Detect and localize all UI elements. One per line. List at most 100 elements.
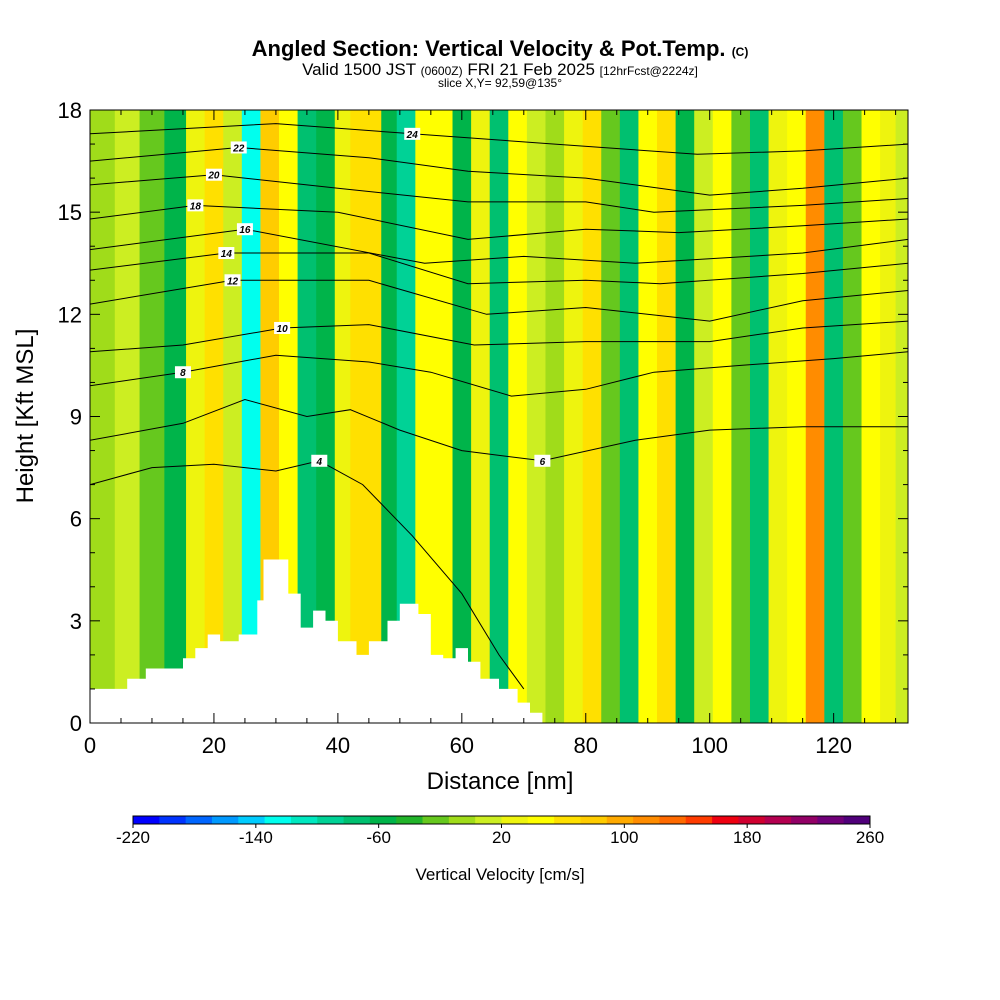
- x-tick-label: 0: [84, 733, 96, 758]
- velocity-column: [787, 110, 807, 723]
- velocity-column: [601, 110, 621, 723]
- theta-contour-24: [90, 123, 908, 155]
- contour-label-bg: [230, 141, 247, 154]
- colorbar-tick-label: 260: [856, 828, 884, 847]
- velocity-column: [508, 110, 528, 723]
- velocity-column: [675, 110, 695, 723]
- contour-label: 4: [316, 457, 323, 468]
- y-tick-label: 18: [58, 98, 82, 123]
- velocity-column: [381, 110, 398, 723]
- y-tick-label: 9: [70, 405, 82, 430]
- colorbar-tick-label: 20: [492, 828, 511, 847]
- velocity-column: [712, 110, 732, 723]
- contour-label-bg: [274, 321, 291, 334]
- y-axis-title: Height [Kft MSL]: [12, 329, 39, 504]
- colorbar-swatch: [606, 816, 634, 824]
- velocity-column: [452, 110, 472, 723]
- colorbar-swatch: [633, 816, 660, 824]
- velocity-column: [223, 110, 243, 723]
- contour-label-bg: [218, 247, 235, 260]
- velocity-column: [489, 110, 509, 723]
- colorbar-swatch: [659, 816, 687, 824]
- theta-contour-6: [90, 398, 908, 462]
- velocity-column: [749, 110, 770, 723]
- y-tick-label: 3: [70, 609, 82, 634]
- colorbar-swatch: [133, 816, 160, 824]
- chart-subtitle: Valid 1500 JST (0600Z) FRI 21 Feb 2025 […: [302, 60, 698, 79]
- colorbar-swatch: [448, 816, 476, 824]
- colorbar-title: Vertical Velocity [cm/s]: [415, 865, 584, 884]
- slice-info: slice X,Y= 92,59@135°: [437, 76, 563, 90]
- velocity-column: [805, 110, 825, 723]
- theta-contour-22: [90, 146, 908, 196]
- velocity-column: [880, 110, 897, 723]
- axes: 0 20 40 60 80 100 120 0 3 6 9 12 15 18: [58, 98, 908, 758]
- chart-title: Angled Section: Vertical Velocity & Pot.…: [251, 36, 749, 61]
- velocity-column: [619, 110, 640, 723]
- colorbar-swatch: [843, 816, 871, 824]
- x-tick-label: 100: [691, 733, 728, 758]
- colorbar-swatch: [369, 816, 397, 824]
- y-tick-label: 6: [70, 507, 82, 532]
- contour-label: 24: [406, 130, 419, 141]
- velocity-column: [861, 110, 881, 723]
- x-tick-label: 80: [574, 733, 598, 758]
- y-tick-label: 0: [70, 711, 82, 736]
- theta-contour-18: [90, 204, 908, 240]
- contour-label: 10: [277, 324, 289, 335]
- contour-label: 18: [190, 201, 202, 212]
- colorbar-swatch: [738, 816, 766, 824]
- velocity-column: [186, 110, 206, 723]
- colorbar-swatch: [501, 816, 529, 824]
- colorbar-tick-label: 100: [610, 828, 638, 847]
- x-tick-label: 40: [326, 733, 350, 758]
- velocity-column: [526, 110, 547, 723]
- velocity-column: [204, 110, 224, 723]
- velocity-column: [768, 110, 788, 723]
- colorbar-swatch: [527, 816, 555, 824]
- colorbar-swatch: [343, 816, 371, 824]
- theta-contour-4: [90, 460, 525, 690]
- velocity-column: [114, 110, 141, 723]
- velocity-column: [731, 110, 751, 723]
- colorbar-swatch: [185, 816, 213, 824]
- contour-label-bg: [404, 127, 421, 140]
- colorbar-swatch: [317, 816, 344, 824]
- colorbar-swatch: [791, 816, 818, 824]
- colorbar-tick-label: -140: [239, 828, 273, 847]
- pot-temp-contours: 4 6 8 10 12 14 16 18 20 22 24: [90, 123, 908, 690]
- contour-label: 16: [239, 225, 251, 236]
- colorbar-swatch: [475, 816, 502, 824]
- velocity-column: [241, 110, 262, 723]
- velocity-column: [842, 110, 863, 723]
- theta-contour-20: [90, 174, 908, 213]
- contour-label-bg: [187, 199, 204, 212]
- colorbar-tick-label: -60: [366, 828, 391, 847]
- terrain: [90, 559, 908, 723]
- contour-label: 6: [540, 457, 546, 468]
- velocity-column: [316, 110, 336, 723]
- colorbar-swatch: [396, 816, 423, 824]
- x-tick-label: 120: [815, 733, 852, 758]
- velocity-column: [139, 110, 165, 723]
- y-tick-label: 12: [58, 302, 82, 327]
- velocity-column: [334, 110, 351, 723]
- colorbar-tick-label: 180: [733, 828, 761, 847]
- colorbar-swatch: [159, 816, 187, 824]
- contour-label-bg: [236, 223, 253, 236]
- velocity-column: [564, 110, 584, 723]
- contour-label: 20: [207, 171, 220, 182]
- x-axis-title: Distance [nm]: [427, 768, 574, 795]
- y-tick-label: 15: [58, 200, 82, 225]
- theta-contour-14: [90, 252, 908, 285]
- colorbar-swatch: [764, 816, 792, 824]
- theta-contour-12: [90, 279, 908, 322]
- terrain-shape: [90, 559, 908, 723]
- velocity-column: [824, 110, 844, 723]
- theta-contour-10: [90, 320, 908, 353]
- velocity-column: [694, 110, 714, 723]
- contour-label: 22: [232, 143, 245, 154]
- colorbar-swatch: [580, 816, 608, 824]
- contour-label-bg: [534, 454, 551, 467]
